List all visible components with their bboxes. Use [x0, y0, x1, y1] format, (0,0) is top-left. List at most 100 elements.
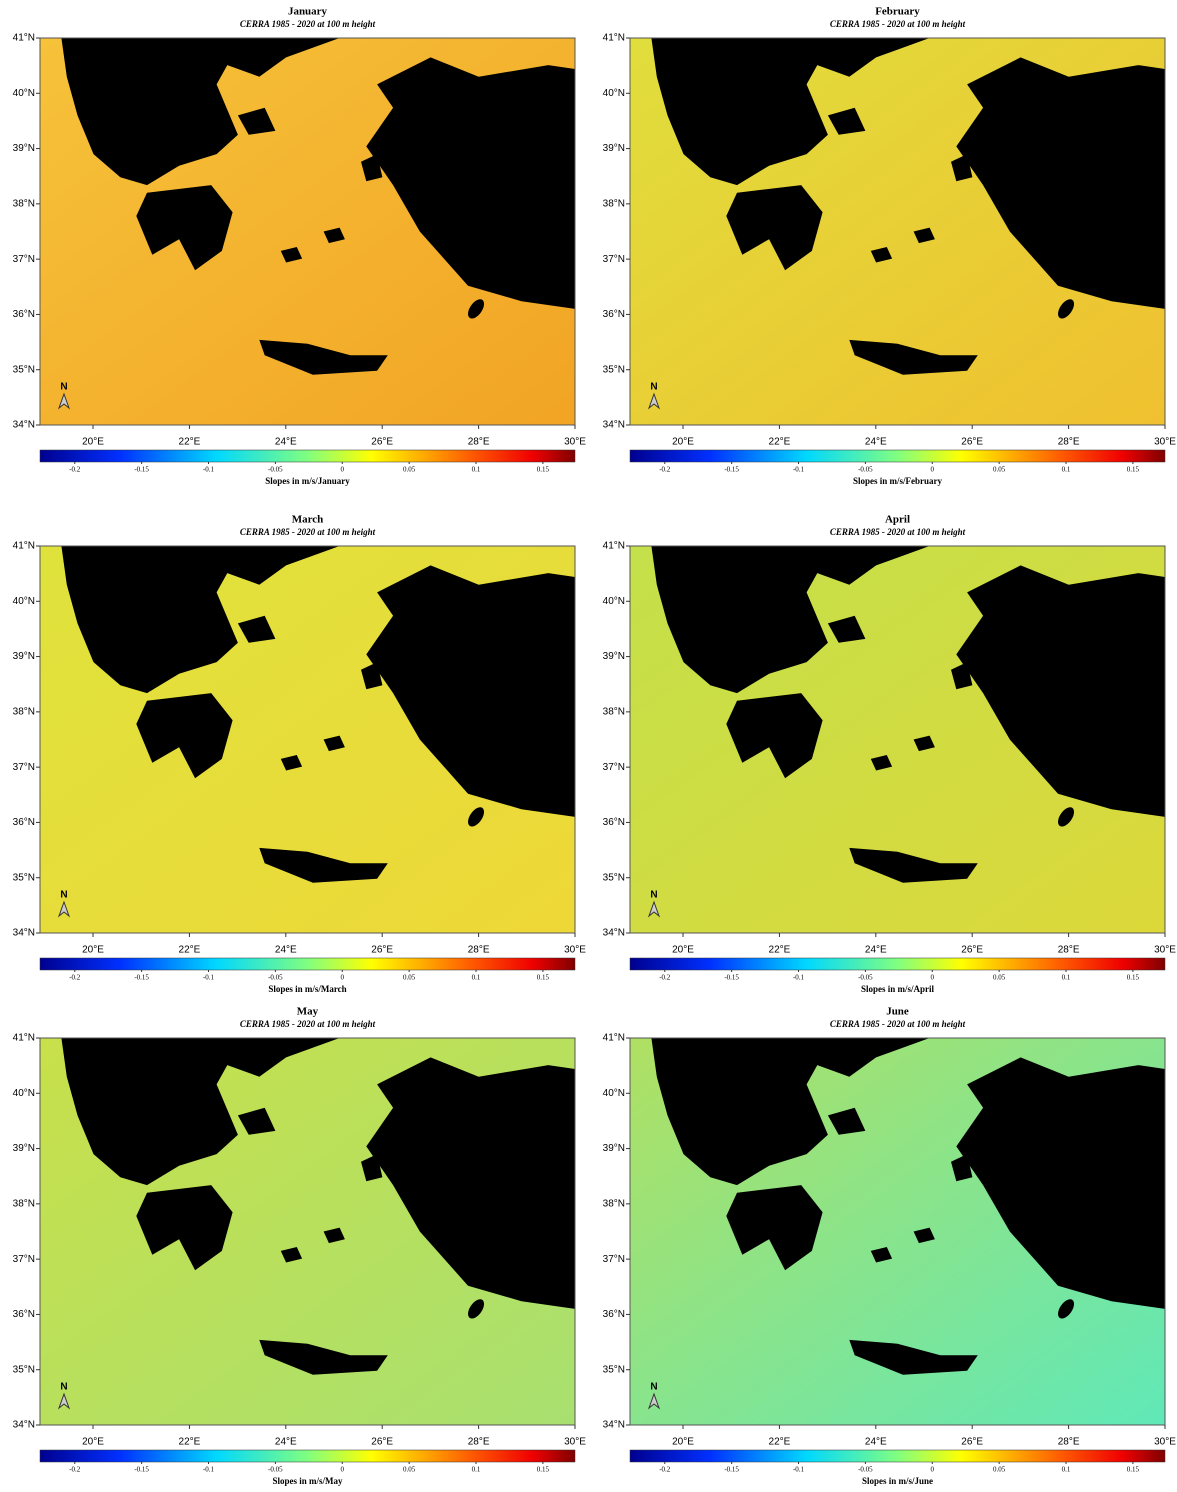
- lon-tick-label: 22°E: [179, 1437, 201, 1448]
- lon-tick-label: 28°E: [1058, 945, 1080, 956]
- north-arrow: [57, 392, 71, 410]
- lat-tick-label: 39°N: [603, 1143, 625, 1154]
- colorbar-tick-label: 0.1: [472, 974, 481, 982]
- lat-tick-label: 39°N: [13, 1143, 35, 1154]
- colorbar-label: Slopes in m/s/January: [265, 476, 350, 486]
- lon-tick-label: 20°E: [82, 1437, 104, 1448]
- colorbar-tick-label: 0.05: [403, 1466, 416, 1474]
- land: [280, 1247, 303, 1263]
- lon-tick-label: 24°E: [275, 437, 297, 448]
- land: [237, 615, 276, 643]
- land: [280, 755, 303, 771]
- map-frame: [39, 37, 576, 426]
- land: [651, 546, 930, 694]
- colorbar-tick-label: 0: [931, 1466, 935, 1474]
- land: [726, 185, 823, 271]
- colorbar-tick-label: -0.2: [659, 466, 671, 474]
- colorbar-tick-label: 0.1: [472, 466, 481, 474]
- lat-tick-label: 35°N: [13, 1364, 35, 1375]
- colorbar-tick-label: -0.1: [793, 974, 805, 982]
- island: [468, 1299, 485, 1319]
- colorbar: [629, 449, 1166, 463]
- colorbar: [39, 449, 576, 463]
- land: [323, 735, 345, 752]
- colorbar-tick-label: -0.1: [203, 1466, 215, 1474]
- lon-tick-label: 30°E: [1154, 945, 1176, 956]
- land: [323, 1227, 345, 1244]
- colorbar-tick-label: -0.15: [134, 1466, 149, 1474]
- panel-subtitle: CERRA 1985 - 2020 at 100 m height: [830, 527, 966, 537]
- lon-tick-label: 30°E: [564, 437, 586, 448]
- panel-title: May: [297, 1006, 319, 1018]
- lat-tick-label: 35°N: [603, 872, 625, 883]
- lon-tick-label: 24°E: [275, 1437, 297, 1448]
- colorbar-tick-label: 0.1: [1062, 466, 1071, 474]
- land: [849, 339, 978, 375]
- land: [951, 662, 973, 690]
- colorbar-tick-label: -0.2: [659, 1466, 671, 1474]
- lat-tick-label: 35°N: [603, 364, 625, 375]
- island: [1058, 299, 1075, 319]
- lon-tick-label: 28°E: [1058, 1437, 1080, 1448]
- lon-tick-label: 30°E: [564, 945, 586, 956]
- land: [827, 107, 866, 135]
- panel-title: February: [875, 6, 920, 18]
- lat-tick-label: 35°N: [13, 872, 35, 883]
- colorbar-tick-label: 0: [341, 1466, 345, 1474]
- north-label: N: [60, 890, 67, 901]
- land: [136, 185, 233, 271]
- land: [136, 693, 233, 779]
- north-label: N: [650, 1382, 657, 1393]
- colorbar-tick-label: 0.15: [537, 1466, 550, 1474]
- colorbar-tick-label: -0.05: [858, 466, 873, 474]
- colorbar-tick-label: 0: [341, 974, 345, 982]
- land: [849, 847, 978, 883]
- lon-tick-label: 22°E: [769, 1437, 791, 1448]
- land: [237, 1107, 276, 1135]
- lat-tick-label: 41°N: [13, 541, 35, 552]
- north-arrow: [57, 1392, 71, 1410]
- colorbar-tick-label: 0.05: [993, 1466, 1006, 1474]
- lat-tick-label: 37°N: [13, 1254, 35, 1265]
- panel-subtitle: CERRA 1985 - 2020 at 100 m height: [240, 527, 376, 537]
- colorbar: [629, 957, 1166, 971]
- lat-tick-label: 34°N: [13, 420, 35, 431]
- colorbar-tick-label: 0: [931, 466, 935, 474]
- land: [849, 1339, 978, 1375]
- lon-tick-label: 22°E: [179, 945, 201, 956]
- lat-tick-label: 41°N: [603, 1033, 625, 1044]
- lat-tick-label: 39°N: [13, 651, 35, 662]
- colorbar-tick-label: -0.1: [203, 974, 215, 982]
- panel-subtitle: CERRA 1985 - 2020 at 100 m height: [830, 19, 966, 29]
- colorbar: [39, 957, 576, 971]
- land: [726, 1185, 823, 1271]
- land: [366, 57, 575, 309]
- colorbar-tick-label: -0.1: [203, 466, 215, 474]
- land: [913, 735, 935, 752]
- lat-tick-label: 40°N: [603, 88, 625, 99]
- colorbar-label: Slopes in m/s/May: [272, 1476, 343, 1486]
- colorbar-tick-label: -0.2: [69, 974, 81, 982]
- lon-tick-label: 26°E: [371, 945, 393, 956]
- lon-tick-label: 26°E: [371, 1437, 393, 1448]
- lat-tick-label: 39°N: [603, 651, 625, 662]
- land: [361, 662, 383, 690]
- land: [956, 1057, 1165, 1309]
- north-label: N: [650, 890, 657, 901]
- north-label: N: [60, 1382, 67, 1393]
- land: [259, 1339, 388, 1375]
- colorbar-tick-label: 0.05: [993, 466, 1006, 474]
- lat-tick-label: 41°N: [603, 33, 625, 44]
- colorbar-tick-label: 0.05: [403, 466, 416, 474]
- island: [1058, 807, 1075, 827]
- lat-tick-label: 40°N: [13, 88, 35, 99]
- land: [61, 38, 340, 186]
- land: [323, 227, 345, 244]
- colorbar-tick-label: -0.05: [268, 1466, 283, 1474]
- lat-tick-label: 37°N: [13, 762, 35, 773]
- lon-tick-label: 20°E: [82, 437, 104, 448]
- lat-tick-label: 37°N: [13, 254, 35, 265]
- colorbar-tick-label: -0.1: [793, 466, 805, 474]
